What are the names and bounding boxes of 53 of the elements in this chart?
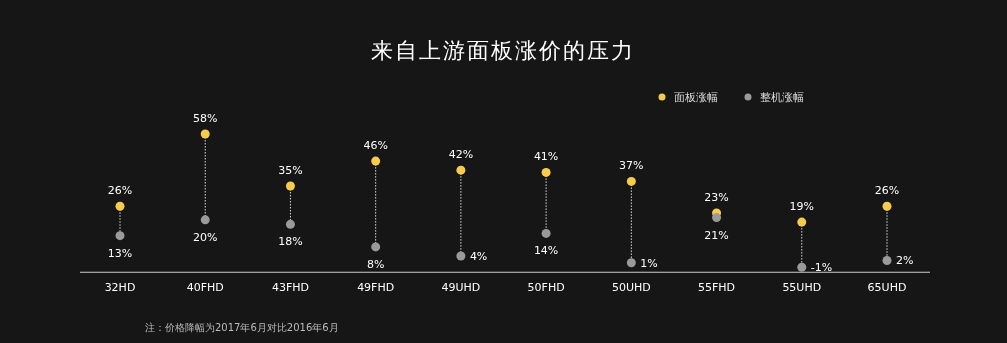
data-label: 2% [896,254,914,268]
data-label: -1% [810,261,833,275]
legend-label: 面板涨幅 [674,91,718,104]
point [371,242,381,252]
data-label: 58% [193,112,218,125]
data-label: 26% [874,184,900,198]
point [115,231,125,241]
data-label: 37% [619,159,644,173]
data-label: 21% [704,228,729,242]
point [456,165,466,175]
data-label: 35% [278,163,303,177]
point [712,213,722,223]
point [456,251,466,261]
point [115,201,125,211]
point [285,181,295,191]
data-label: 19% [789,200,814,214]
x-tick-label: 32HD [104,281,136,295]
point [541,167,551,177]
x-tick-label: 49UHD [441,281,481,295]
data-label: 13% [107,246,133,260]
data-label: 23% [704,191,729,205]
x-tick-label: 43FHD [271,281,309,295]
x-tick-label: 49FHD [357,281,395,295]
point [626,258,636,268]
x-tick-label: 50FHD [527,281,565,295]
point [797,217,807,227]
point [285,219,295,229]
data-label: 41% [533,150,559,164]
data-label: 1% [640,256,658,270]
point [200,215,210,225]
chart-title: 来自上游面板涨价的压力 [371,38,635,63]
point [882,255,892,265]
data-label: 18% [278,235,303,249]
point [200,129,210,139]
point [626,176,636,186]
x-tick-label: 50UHD [611,281,651,295]
point [797,262,807,272]
point [371,156,381,166]
data-label: 8% [366,257,385,271]
x-tick-label: 55FHD [698,281,736,295]
data-label: 14% [533,244,559,258]
x-tick-label: 55UHD [782,281,822,295]
data-label: 4% [469,249,488,263]
point [541,228,551,238]
x-tick-label: 40FHD [186,281,224,295]
data-label: 46% [363,139,388,153]
data-label: 26% [107,184,133,198]
point [882,201,892,211]
legend-label: 整机涨幅 [760,91,804,104]
data-label: 42% [448,148,474,162]
data-label: 20% [193,230,218,244]
x-tick-label: 65UHD [867,281,907,295]
text: 注：价格降幅为2017年6月对比2016年6月 [145,322,339,333]
